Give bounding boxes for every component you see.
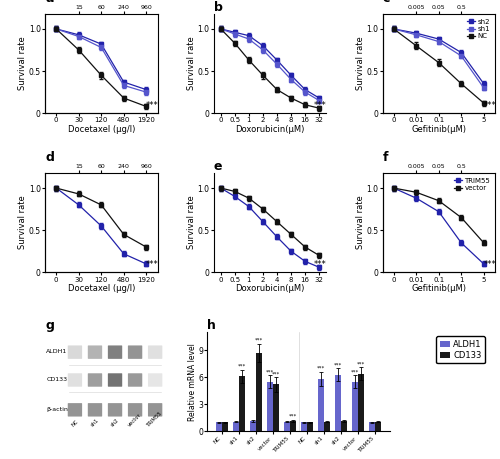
Bar — [222, 422, 228, 431]
Bar — [368, 422, 375, 431]
Text: ***: *** — [314, 101, 327, 110]
Text: b: b — [214, 1, 222, 14]
Text: h: h — [208, 319, 216, 332]
Bar — [216, 422, 222, 431]
Text: ALDH1: ALDH1 — [46, 349, 68, 354]
Legend: sh2, sh1, NC: sh2, sh1, NC — [466, 17, 491, 41]
Text: e: e — [214, 160, 222, 173]
Legend: TRIM55, vector: TRIM55, vector — [452, 176, 492, 192]
FancyBboxPatch shape — [108, 403, 122, 417]
Text: g: g — [45, 319, 54, 332]
X-axis label: Docetaxel (μg/l): Docetaxel (μg/l) — [68, 125, 135, 134]
Bar — [256, 353, 262, 431]
X-axis label: Gefitinib(μM): Gefitinib(μM) — [411, 125, 466, 134]
Y-axis label: Survival rate: Survival rate — [356, 196, 365, 250]
Text: TRIM55: TRIM55 — [146, 410, 164, 427]
FancyBboxPatch shape — [88, 373, 102, 386]
Text: ***: *** — [238, 364, 246, 369]
Text: β-actin: β-actin — [46, 407, 68, 412]
Bar — [239, 376, 246, 431]
Bar — [273, 385, 280, 431]
Text: sh1: sh1 — [90, 417, 100, 427]
Text: ***: *** — [357, 361, 366, 366]
Y-axis label: Survival rate: Survival rate — [187, 196, 196, 250]
Bar — [300, 422, 307, 431]
Text: a: a — [45, 0, 54, 5]
FancyBboxPatch shape — [128, 346, 142, 359]
X-axis label: Doxorubicin(μM): Doxorubicin(μM) — [236, 284, 304, 293]
FancyBboxPatch shape — [88, 346, 102, 359]
FancyBboxPatch shape — [128, 403, 142, 417]
Bar — [352, 382, 358, 431]
Text: ***: *** — [266, 369, 274, 375]
Bar — [341, 420, 347, 431]
Text: ***: *** — [146, 101, 158, 110]
Text: c: c — [382, 0, 390, 5]
FancyBboxPatch shape — [68, 346, 82, 359]
Text: CD133: CD133 — [46, 377, 68, 382]
FancyBboxPatch shape — [68, 373, 82, 386]
X-axis label: Doxorubicin(μM): Doxorubicin(μM) — [236, 125, 304, 134]
Bar — [266, 382, 273, 431]
Bar — [324, 421, 330, 431]
Text: NC: NC — [70, 419, 80, 427]
FancyBboxPatch shape — [148, 346, 162, 359]
Text: ***: *** — [255, 338, 264, 343]
FancyBboxPatch shape — [68, 403, 82, 417]
Y-axis label: Survival rate: Survival rate — [187, 37, 196, 90]
FancyBboxPatch shape — [88, 403, 102, 417]
Bar — [284, 421, 290, 431]
Y-axis label: Survival rate: Survival rate — [18, 196, 28, 250]
FancyBboxPatch shape — [108, 373, 122, 386]
Text: d: d — [45, 151, 54, 164]
Legend: ALDH1, CD133: ALDH1, CD133 — [436, 336, 485, 364]
Y-axis label: Survival rate: Survival rate — [18, 37, 28, 90]
Text: vector: vector — [128, 412, 143, 427]
Text: ***: *** — [314, 260, 327, 269]
Y-axis label: Relative mRNA level: Relative mRNA level — [188, 343, 197, 420]
Text: ***: *** — [334, 362, 342, 367]
Text: sh2: sh2 — [110, 417, 120, 427]
FancyBboxPatch shape — [148, 403, 162, 417]
Bar — [290, 420, 296, 431]
Text: f: f — [382, 151, 388, 164]
Bar — [318, 379, 324, 431]
Bar — [334, 375, 341, 431]
Text: ***: *** — [316, 366, 325, 371]
FancyBboxPatch shape — [148, 373, 162, 386]
Bar — [250, 420, 256, 431]
Text: ***: *** — [272, 371, 280, 376]
X-axis label: Gefitinib(μM): Gefitinib(μM) — [411, 284, 466, 293]
Text: ***: *** — [146, 260, 158, 269]
Text: ***: *** — [484, 260, 496, 269]
Text: ***: *** — [350, 369, 359, 375]
Bar — [232, 421, 239, 431]
FancyBboxPatch shape — [128, 373, 142, 386]
Bar — [375, 421, 382, 431]
Y-axis label: Survival rate: Survival rate — [356, 37, 365, 90]
FancyBboxPatch shape — [108, 346, 122, 359]
Text: ***: *** — [484, 101, 496, 110]
Bar — [307, 422, 314, 431]
X-axis label: Docetaxel (μg/l): Docetaxel (μg/l) — [68, 284, 135, 293]
Bar — [358, 374, 364, 431]
Text: ***: *** — [289, 414, 298, 419]
